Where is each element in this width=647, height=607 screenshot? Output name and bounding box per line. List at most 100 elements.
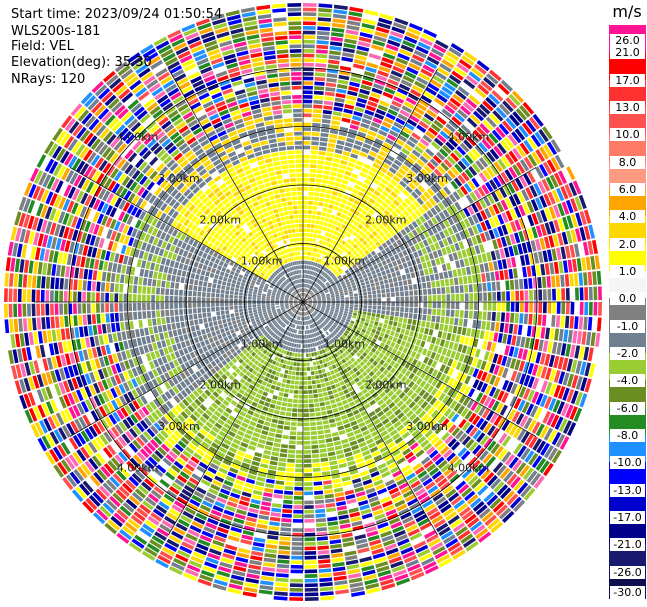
range-gate [345,256,351,262]
range-gate [318,264,322,269]
range-gate [315,379,321,384]
range-gate [308,300,313,302]
range-gate [328,455,337,461]
range-gate [491,129,503,141]
range-gate [429,397,437,406]
range-gate [542,314,547,326]
range-gate [358,275,363,280]
range-gate [334,236,340,242]
range-gate [304,546,317,551]
range-gate [485,272,491,282]
range-gate [348,340,354,345]
range-gate [390,30,404,39]
range-gate [378,276,383,282]
range-gate [317,286,321,290]
range-gate [417,141,427,151]
range-gate [426,335,432,343]
range-gate [347,15,362,22]
range-gate [398,391,406,399]
range-gate [270,399,277,405]
range-gate [304,468,312,473]
range-gate [293,389,299,394]
range-gate [501,291,506,301]
range-gate [375,268,381,274]
range-gate [515,290,520,301]
range-gate [297,353,301,358]
range-gate [381,310,386,315]
range-gate [314,262,318,267]
range-gate [419,155,429,164]
range-gate [447,377,455,387]
range-gate [369,266,375,272]
range-gate [455,309,460,318]
range-gate [352,315,357,319]
range-gate [317,230,322,235]
range-gate [315,412,321,417]
range-gate [488,132,499,144]
range-gate [351,317,356,322]
range-gate [475,329,481,339]
range-gate [298,339,302,344]
range-gate [432,43,447,54]
range-gate [423,308,428,315]
range-gate [376,186,384,193]
range-gate [379,166,388,174]
range-gate [303,30,316,35]
range-gate [413,289,418,296]
range-gate [285,472,295,477]
range-gate [503,269,509,280]
range-gate [304,477,313,482]
range-gate [447,226,454,236]
range-gate [433,181,442,191]
range-gate [579,226,587,241]
range-gate [459,383,467,393]
range-gate [308,261,312,265]
range-gate [455,302,460,310]
range-gate [430,322,435,329]
range-gate [448,253,454,262]
range-gate [336,266,341,271]
range-gate [582,241,589,256]
range-gate [433,168,443,178]
range-gate [448,47,462,58]
range-gate [275,433,282,439]
range-gate [352,249,358,255]
range-gate [347,386,354,392]
range-gate [428,328,434,336]
range-gate [272,498,283,504]
range-gate [398,48,412,57]
range-gate [428,197,437,206]
range-gate [457,343,463,353]
range-gate [520,336,526,348]
range-gate [330,295,335,298]
range-gate [440,316,445,324]
range-gate [363,302,368,305]
range-gate [410,58,423,67]
range-gate [347,162,355,168]
range-gate [326,306,330,309]
range-gate [305,242,309,247]
range-gate [443,408,452,417]
range-gate [323,363,328,368]
range-gate [293,505,303,509]
range-gate [287,375,292,380]
range-gate [283,495,293,500]
range-gate [475,160,485,171]
range-gate [428,267,434,275]
range-gate [329,422,337,428]
range-gate [334,97,345,103]
range-gate [337,285,342,289]
range-gate [284,490,294,495]
range-gate [371,244,378,250]
range-gate [289,351,293,356]
range-gate [307,210,313,215]
range-gate [299,376,303,381]
range-gate [535,211,544,224]
range-gate [438,89,451,100]
range-gate [306,294,310,298]
range-gate [336,173,344,179]
range-gate [339,518,350,525]
range-gate [335,281,340,285]
range-gate [313,485,323,491]
range-gate [337,376,343,382]
